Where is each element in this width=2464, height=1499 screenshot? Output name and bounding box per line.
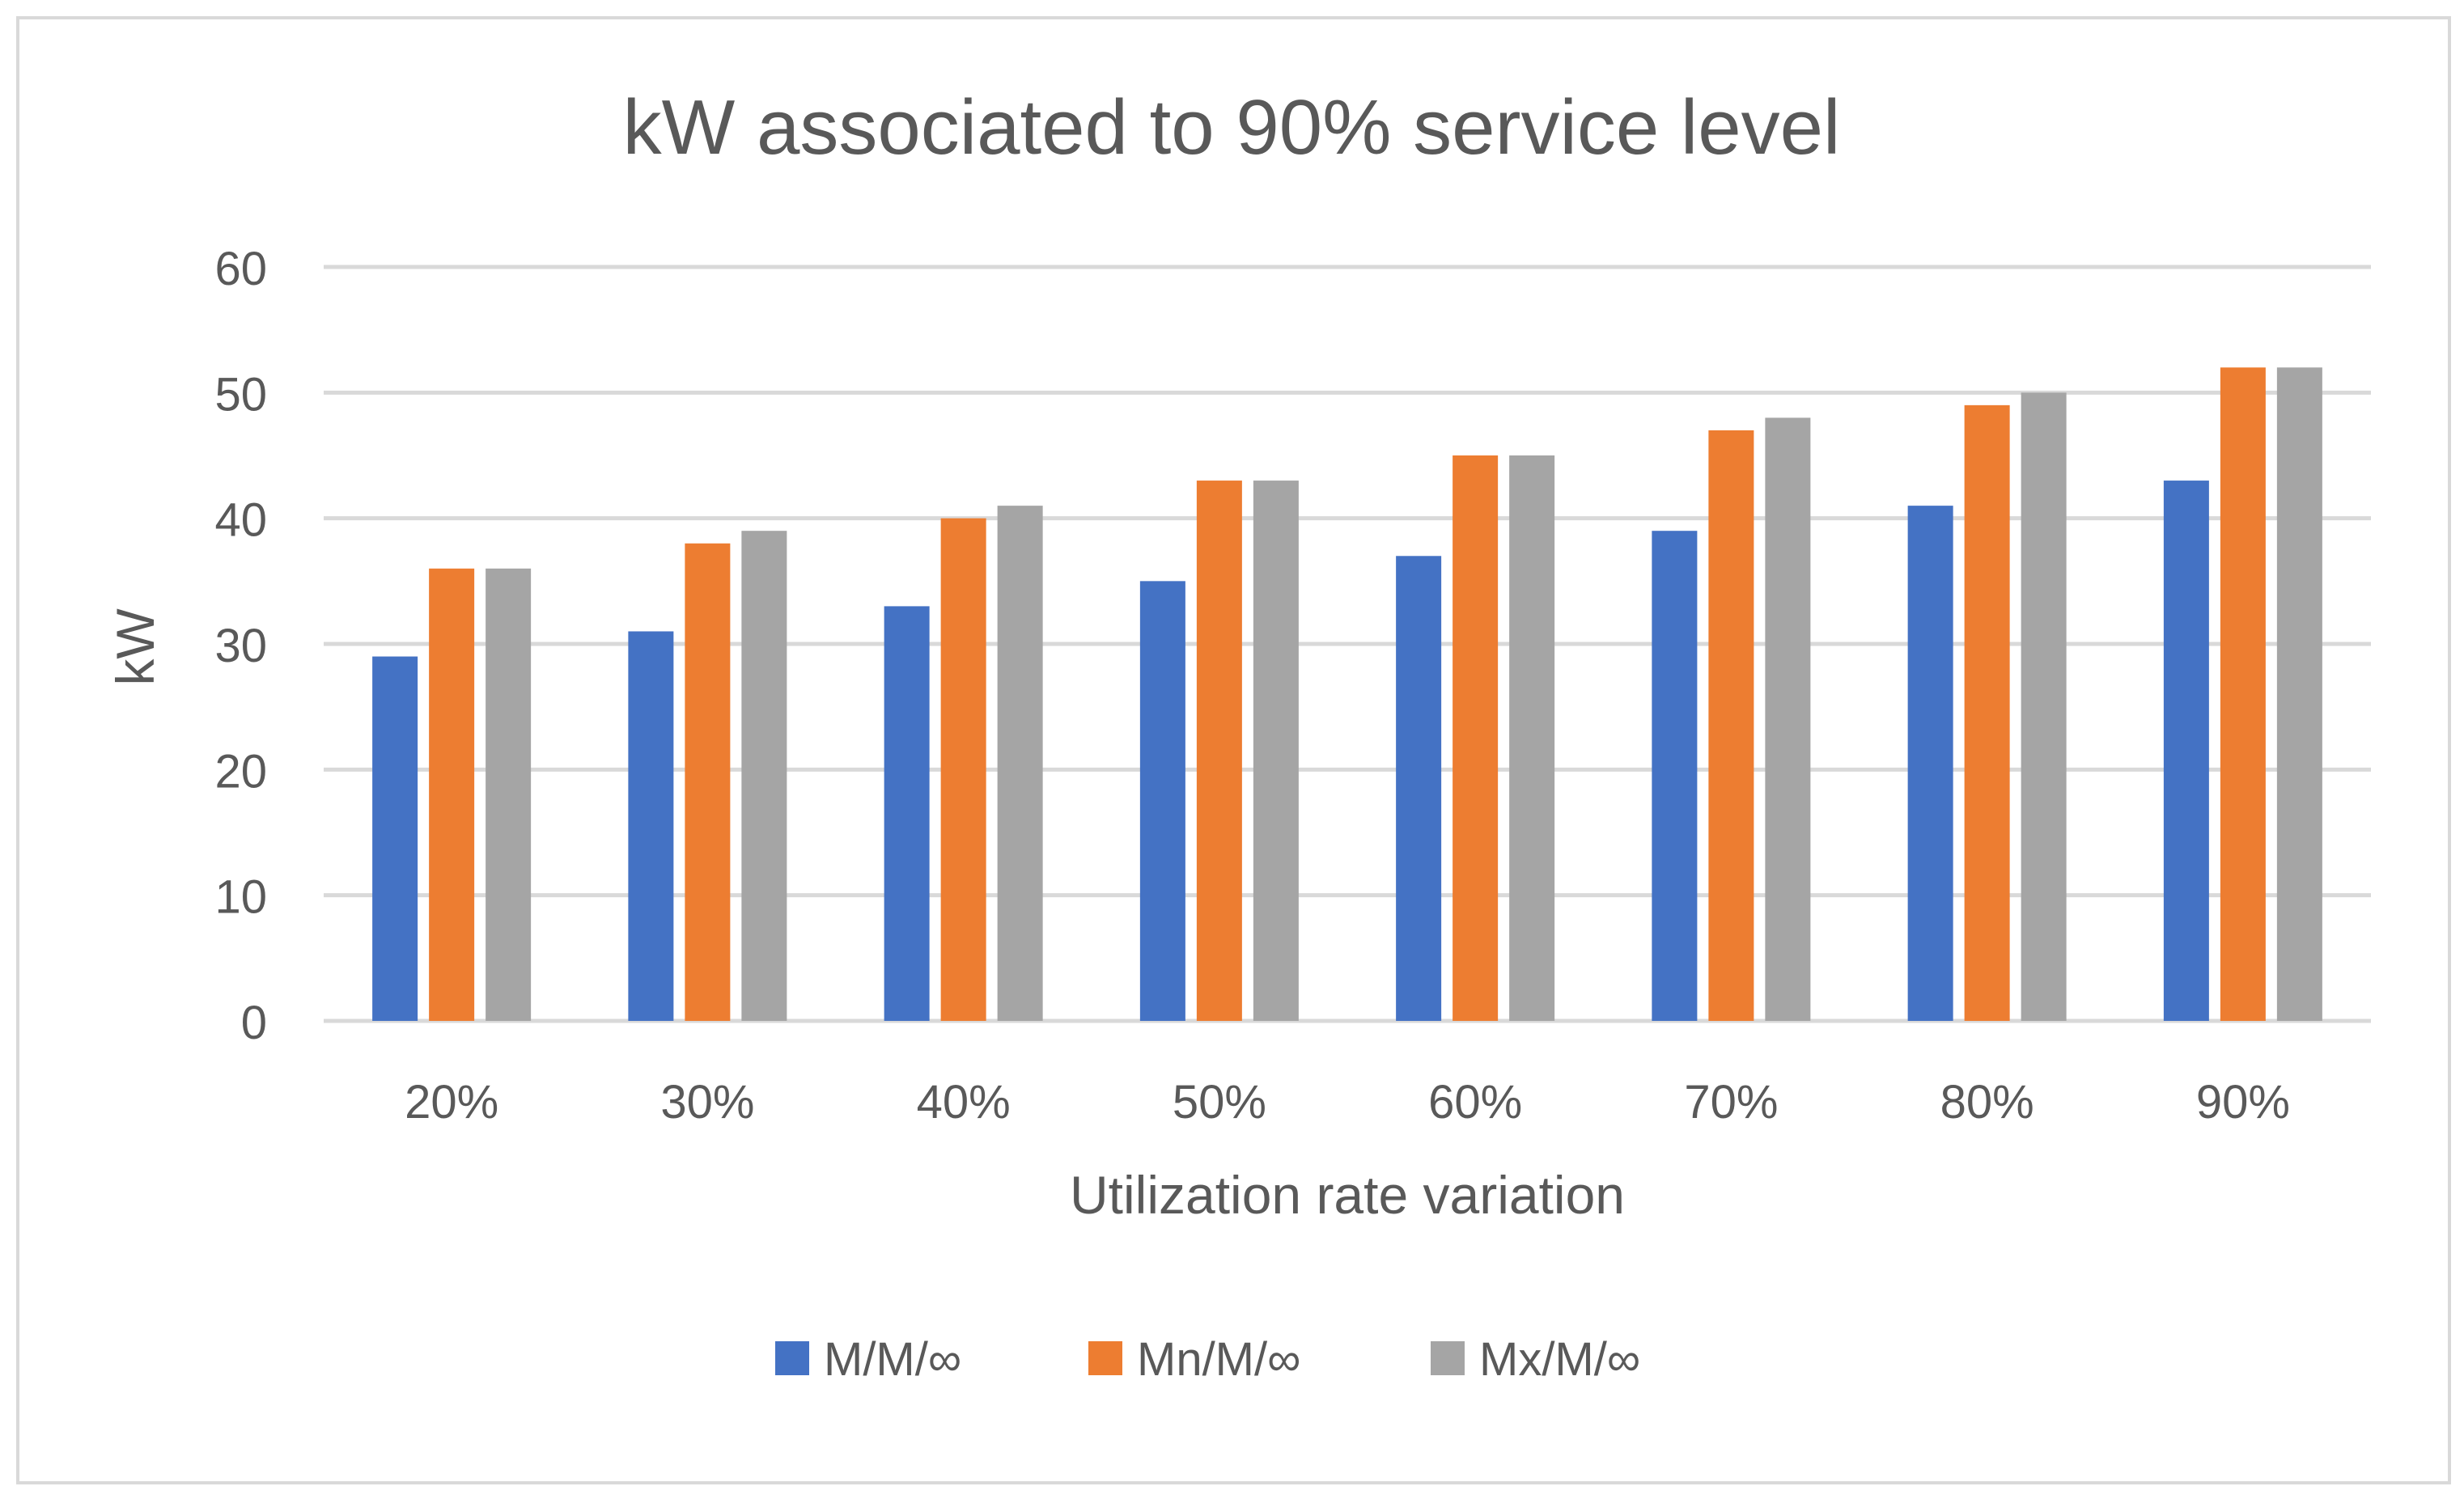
chart-title: kW associated to 90% service level bbox=[623, 84, 1841, 171]
bar-series-1-cat-2 bbox=[940, 518, 986, 1021]
bar-series-1-cat-3 bbox=[1196, 481, 1242, 1021]
legend-swatch bbox=[775, 1341, 809, 1375]
bar-series-1-cat-7 bbox=[2220, 367, 2266, 1021]
bar-series-0-cat-6 bbox=[1907, 506, 1953, 1021]
bar-series-0-cat-4 bbox=[1396, 556, 1442, 1021]
y-tick-label: 20 bbox=[214, 745, 267, 798]
legend-label: M/M/∞ bbox=[824, 1333, 961, 1386]
x-tick-label: 80% bbox=[1940, 1076, 2034, 1128]
bar-series-0-cat-7 bbox=[2163, 481, 2209, 1021]
y-tick-label: 40 bbox=[214, 494, 267, 547]
x-tick-label: 70% bbox=[1684, 1076, 1778, 1128]
bar-series-0-cat-1 bbox=[628, 631, 674, 1021]
bar-series-2-cat-5 bbox=[1765, 417, 1811, 1021]
bar-series-1-cat-5 bbox=[1708, 430, 1754, 1021]
y-axis-ticks: 0 10 20 30 40 50 60 bbox=[214, 243, 267, 1049]
legend-swatch bbox=[1088, 1341, 1122, 1375]
bar-series-0-cat-5 bbox=[1652, 531, 1698, 1021]
y-tick-label: 30 bbox=[214, 620, 267, 672]
bar-series-2-cat-7 bbox=[2276, 367, 2322, 1021]
bar-series-2-cat-0 bbox=[486, 568, 532, 1021]
legend: M/M/∞ Mn/M/∞ Mx/M/∞ bbox=[775, 1333, 1640, 1386]
bar-series-1-cat-4 bbox=[1453, 455, 1499, 1021]
bar-series-0-cat-3 bbox=[1139, 581, 1185, 1021]
bar-series-1-cat-6 bbox=[1964, 404, 2010, 1021]
legend-swatch bbox=[1431, 1341, 1465, 1375]
bar-series-2-cat-2 bbox=[997, 506, 1043, 1021]
legend-label: Mn/M/∞ bbox=[1137, 1333, 1300, 1386]
legend-label: Mx/M/∞ bbox=[1479, 1333, 1640, 1386]
x-tick-label: 50% bbox=[1173, 1076, 1266, 1128]
bar-series-2-cat-4 bbox=[1509, 455, 1555, 1021]
x-tick-label: 60% bbox=[1428, 1076, 1522, 1128]
x-tick-label: 30% bbox=[660, 1076, 754, 1128]
bar-series-1-cat-0 bbox=[429, 568, 475, 1021]
bar-series-2-cat-1 bbox=[741, 531, 787, 1021]
y-axis-label: kW bbox=[105, 608, 165, 686]
bars bbox=[372, 367, 2322, 1021]
bar-series-2-cat-6 bbox=[2021, 392, 2067, 1021]
bar-series-0-cat-0 bbox=[372, 656, 418, 1021]
bar-series-0-cat-2 bbox=[884, 606, 930, 1021]
x-tick-label: 40% bbox=[917, 1076, 1011, 1128]
y-tick-label: 10 bbox=[214, 871, 267, 924]
y-tick-label: 60 bbox=[214, 243, 267, 295]
x-axis-ticks: 20% 30% 40% 50% 60% 70% 80% 90% bbox=[405, 1076, 2290, 1128]
bar-series-1-cat-1 bbox=[685, 543, 731, 1021]
y-tick-label: 50 bbox=[214, 368, 267, 421]
x-axis-label: Utilization rate variation bbox=[1070, 1165, 1625, 1225]
x-tick-label: 20% bbox=[405, 1076, 498, 1128]
bar-series-2-cat-3 bbox=[1253, 481, 1299, 1021]
x-tick-label: 90% bbox=[2196, 1076, 2290, 1128]
y-tick-label: 0 bbox=[241, 997, 267, 1049]
